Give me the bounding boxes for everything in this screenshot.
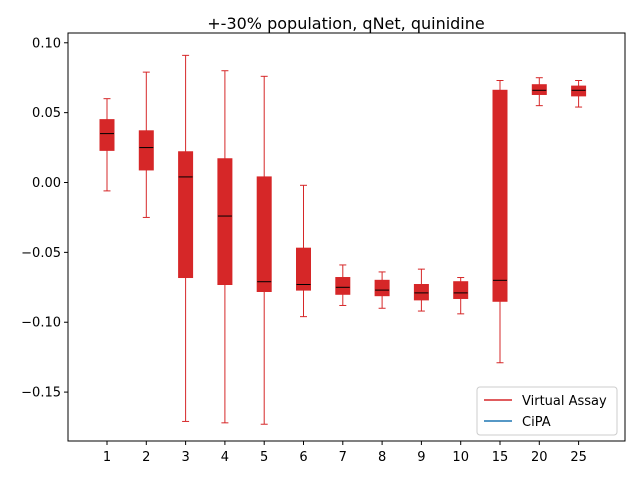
box xyxy=(217,158,233,286)
box xyxy=(453,281,469,299)
box xyxy=(335,277,351,295)
y-tick-label: −0.05 xyxy=(21,246,61,261)
y-tick-label: 0.00 xyxy=(32,176,61,191)
boxes-layer xyxy=(99,54,587,425)
legend-frame xyxy=(476,386,618,436)
x-tick-label: 3 xyxy=(181,450,189,465)
legend: Virtual Assay CiPA xyxy=(476,386,618,436)
box xyxy=(256,176,272,292)
legend-label-cipa: CiPA xyxy=(522,415,551,430)
x-tick-label: 9 xyxy=(417,450,425,465)
x-tick-label: 8 xyxy=(378,450,386,465)
plot-frame xyxy=(67,32,626,442)
y-tick-label: 0.10 xyxy=(32,36,61,51)
box xyxy=(413,284,429,301)
y-tick-label: −0.15 xyxy=(21,386,61,401)
box xyxy=(138,130,154,171)
box xyxy=(571,85,587,97)
box xyxy=(374,279,390,297)
box xyxy=(99,119,115,151)
box xyxy=(296,247,311,291)
x-tick-label: 2 xyxy=(142,450,150,465)
box xyxy=(178,151,194,279)
y-tick-label: 0.05 xyxy=(32,106,61,121)
x-tick-label: 10 xyxy=(452,450,469,465)
x-tick-label: 25 xyxy=(570,450,587,465)
y-axis: 0.10 0.05 0.00 −0.05 −0.10 −0.15 xyxy=(21,36,68,401)
x-tick-label: 4 xyxy=(221,450,229,465)
x-tick-label: 20 xyxy=(531,450,548,465)
x-axis: 1 2 3 4 5 6 7 8 9 10 15 20 25 xyxy=(103,441,587,465)
chart-title: +-30% population, qNet, quinidine xyxy=(207,14,484,33)
box xyxy=(531,84,547,95)
y-tick-label: −0.10 xyxy=(21,316,61,331)
x-tick-label: 5 xyxy=(260,450,268,465)
x-tick-label: 7 xyxy=(339,450,347,465)
x-tick-label: 1 xyxy=(103,450,111,465)
x-tick-label: 6 xyxy=(299,450,307,465)
x-tick-label: 15 xyxy=(492,450,509,465)
box xyxy=(492,89,508,302)
legend-label-virtual-assay: Virtual Assay xyxy=(522,394,607,409)
